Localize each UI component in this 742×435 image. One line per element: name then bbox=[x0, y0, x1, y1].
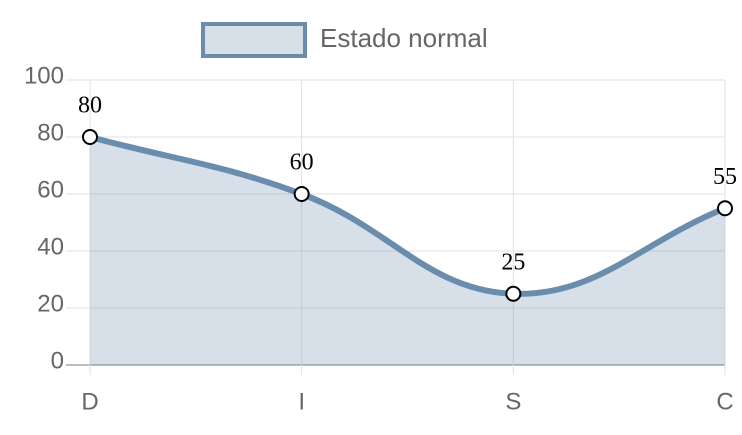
point bbox=[82, 129, 98, 145]
x-tick-label: I bbox=[298, 388, 305, 415]
y-tick-label: 60 bbox=[37, 176, 64, 203]
point bbox=[293, 186, 310, 202]
area bbox=[90, 137, 725, 365]
y-tick-label: 20 bbox=[37, 290, 64, 317]
x-tick-label: D bbox=[81, 388, 98, 415]
value-label: 55 bbox=[713, 164, 737, 190]
y-tick-label: 40 bbox=[37, 233, 64, 260]
x-tick-label: C bbox=[716, 388, 733, 415]
y-tick-label: 100 bbox=[24, 62, 64, 89]
value-label: 60 bbox=[290, 150, 314, 176]
legend-label[interactable]: Estado normal bbox=[320, 23, 488, 53]
y-tick-label: 80 bbox=[37, 119, 64, 146]
legend-swatch[interactable] bbox=[201, 22, 307, 58]
line bbox=[89, 134, 727, 297]
value-label: 25 bbox=[501, 249, 525, 275]
legend[interactable]: Estado normal bbox=[201, 22, 488, 58]
y-tick-label: 0 bbox=[51, 347, 64, 374]
point bbox=[717, 200, 733, 217]
x-tick-label: S bbox=[505, 388, 521, 415]
value-label: 80 bbox=[78, 93, 102, 119]
point bbox=[505, 285, 522, 302]
